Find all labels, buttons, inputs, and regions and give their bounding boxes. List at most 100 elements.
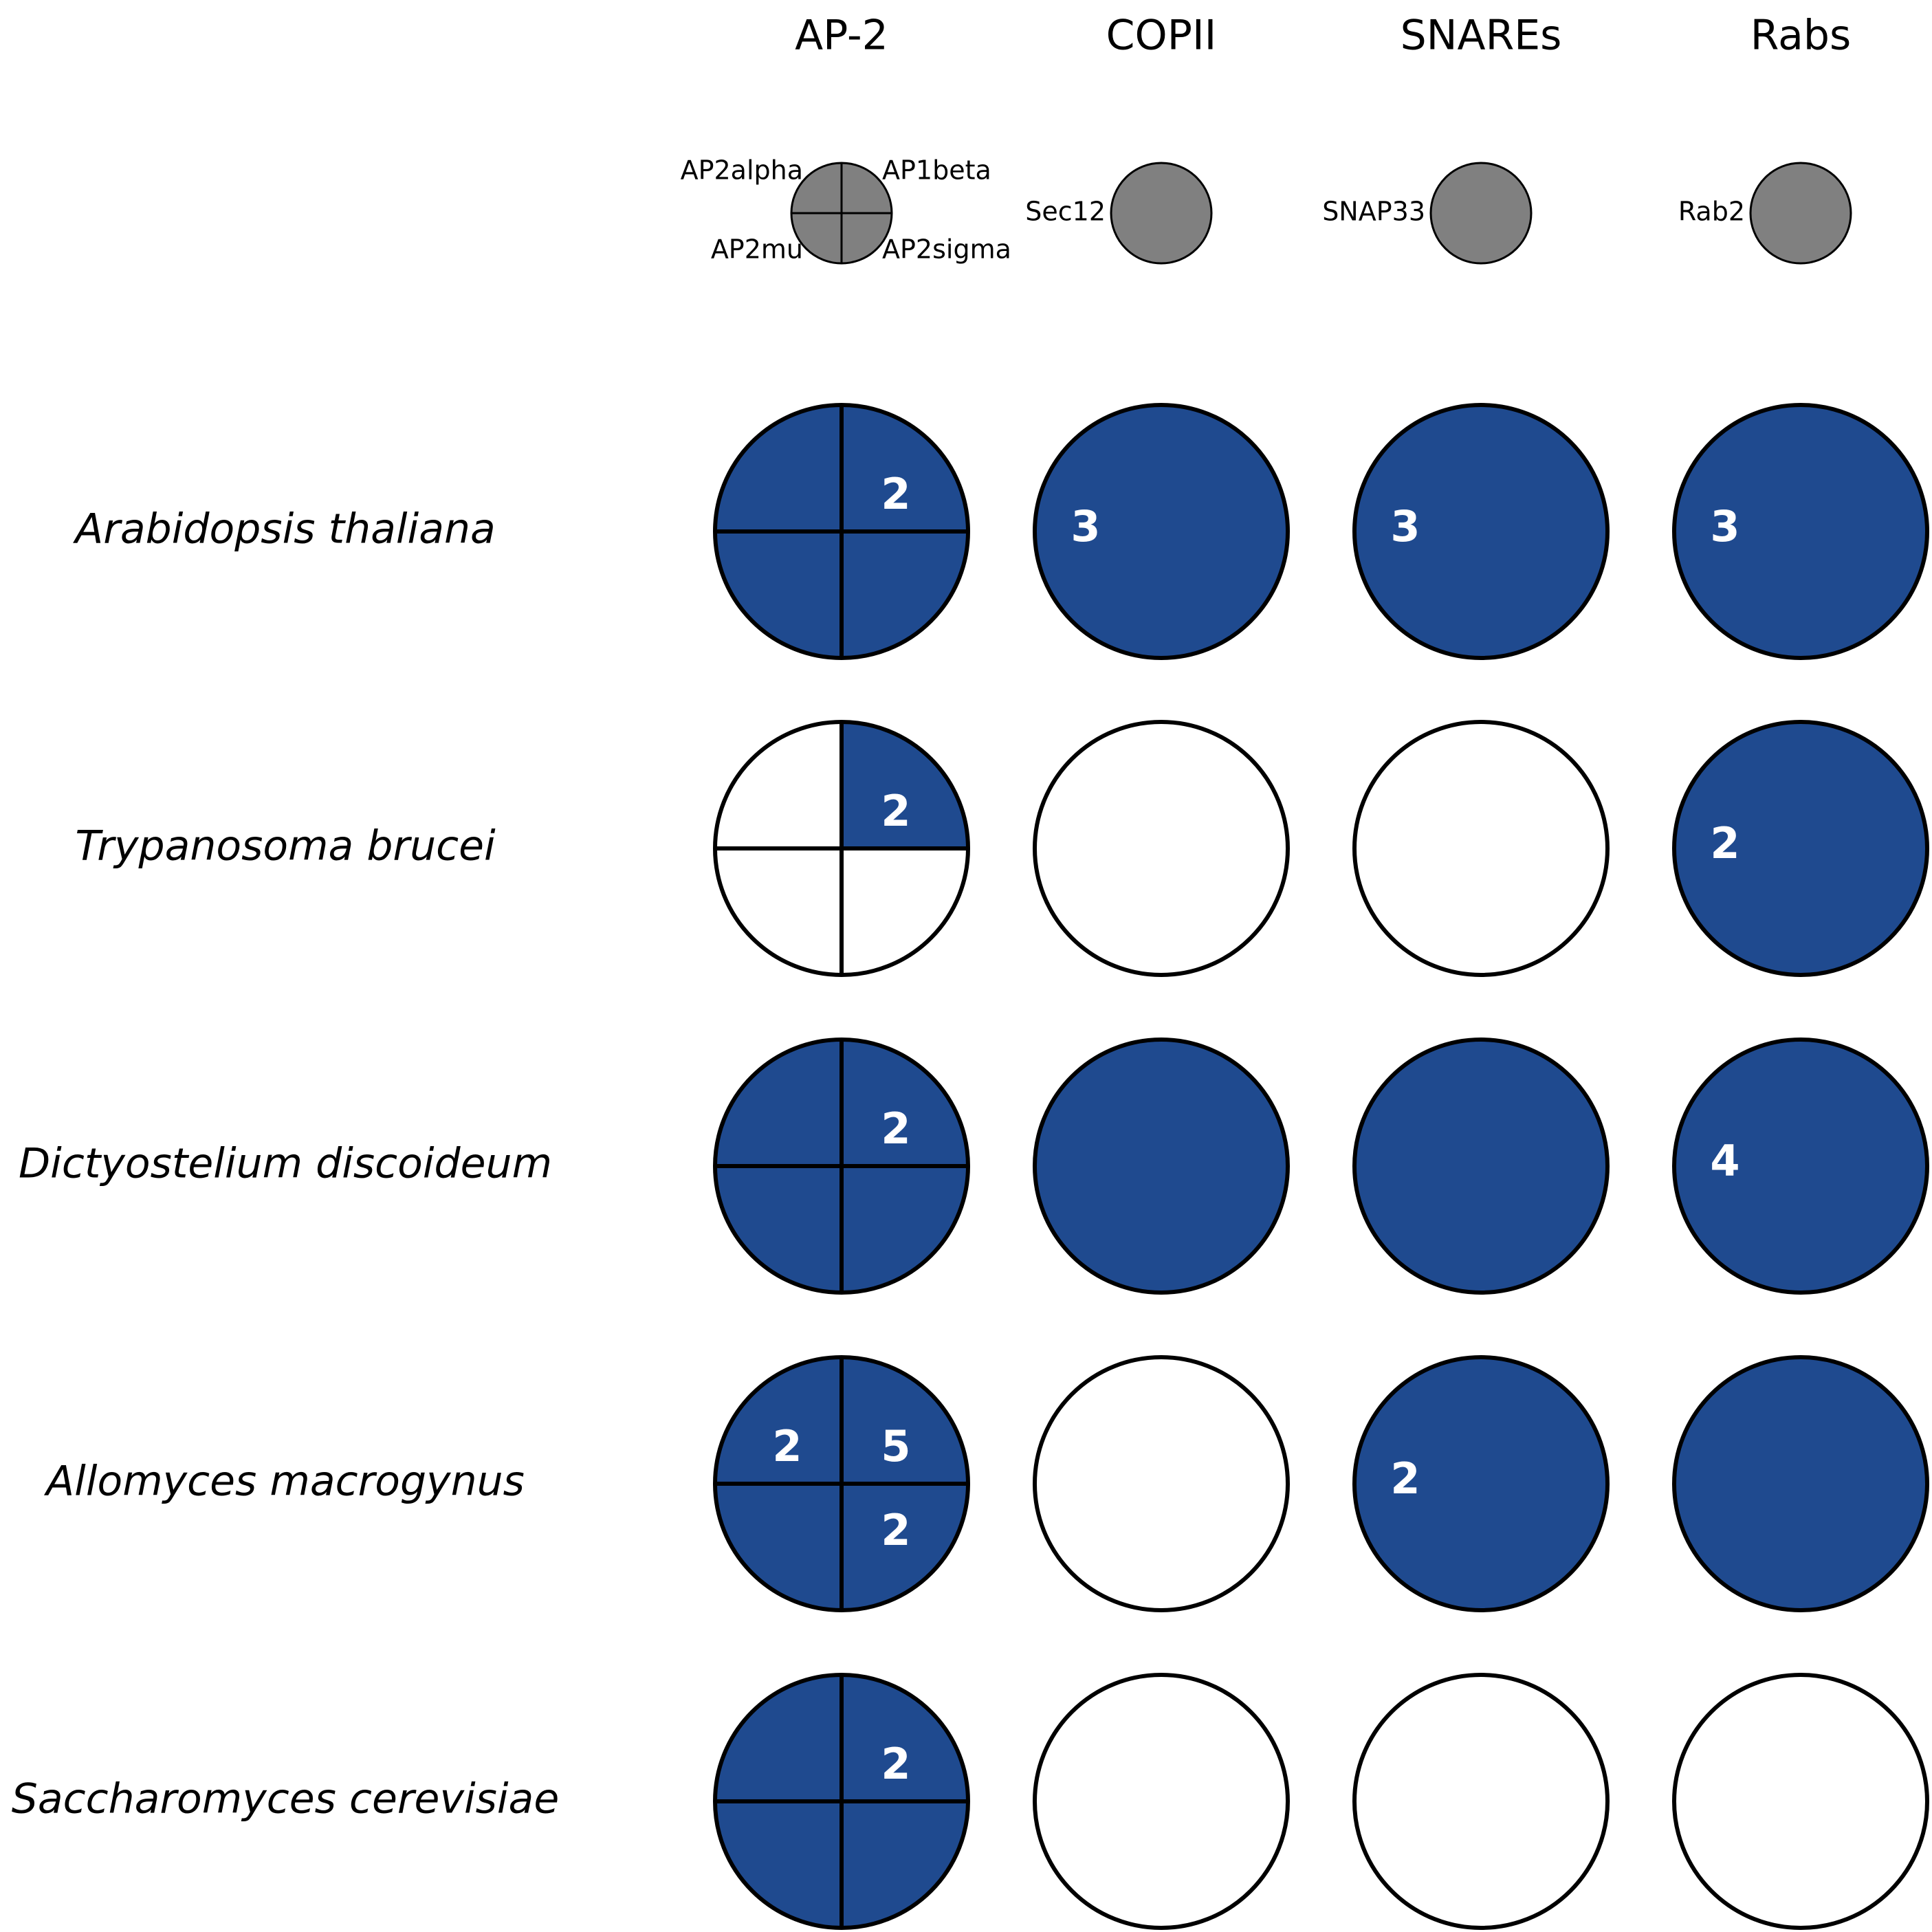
presence-cell bbox=[1672, 1355, 1929, 1612]
subunit-quadrant bbox=[842, 1040, 968, 1166]
subunit-quadrant bbox=[842, 848, 968, 975]
presence-circle bbox=[1672, 403, 1929, 660]
species-label: Trypanosoma brucei bbox=[75, 822, 496, 870]
subunit-quadrant bbox=[715, 1357, 842, 1484]
presence-circle bbox=[1033, 720, 1290, 977]
presence-cell bbox=[1033, 720, 1290, 977]
legend-subunit-label: AP1beta bbox=[882, 155, 991, 186]
column-title-ap-2: AP-2 bbox=[795, 12, 888, 60]
presence-cell bbox=[1352, 1038, 1610, 1295]
species-label: Allomyces macrogynus bbox=[43, 1458, 525, 1506]
subunit-quadrant bbox=[715, 1166, 842, 1293]
legend-label: Rab2 bbox=[1678, 197, 1745, 227]
subunit-quadrant bbox=[715, 405, 842, 531]
paralog-count: 3 bbox=[1071, 501, 1100, 551]
subunit-quadrant bbox=[715, 1801, 842, 1928]
presence-circle bbox=[1352, 1355, 1610, 1612]
species-label: Saccharomyces cerevisiae bbox=[12, 1775, 559, 1823]
presence-circle bbox=[1352, 1673, 1610, 1930]
presence-cell bbox=[1033, 1355, 1290, 1612]
presence-cell: 3 bbox=[1352, 403, 1610, 660]
legend-label: SNAP33 bbox=[1322, 197, 1425, 227]
species-grid: Arabidopsis thaliana 2 3 3 3 Trypanosoma bruc… bbox=[12, 403, 1929, 1930]
presence-cell: 2 bbox=[1672, 720, 1929, 977]
subunit-quadrant bbox=[842, 405, 968, 531]
presence-cell: 2 bbox=[713, 720, 970, 977]
presence-circle bbox=[1033, 1038, 1290, 1295]
presence-cell: 2 bbox=[713, 1038, 970, 1295]
species-row: Arabidopsis thaliana 2 3 3 3 bbox=[72, 403, 1929, 660]
legend-subunit-label: AP2alpha bbox=[681, 155, 803, 186]
paralog-count: 3 bbox=[1390, 501, 1420, 551]
presence-circle bbox=[1672, 720, 1929, 977]
legend-item: SNAP33 bbox=[1322, 162, 1533, 265]
presence-cell bbox=[1672, 1673, 1929, 1930]
subunit-quadrant bbox=[842, 1675, 968, 1801]
legend-item: Rab2 bbox=[1678, 162, 1852, 265]
presence-cell: 2 bbox=[713, 403, 970, 660]
subunit-quadrant bbox=[842, 1801, 968, 1928]
presence-circle bbox=[1033, 1673, 1290, 1930]
paralog-count: 2 bbox=[881, 1505, 910, 1555]
subunit-quadrant bbox=[715, 1675, 842, 1801]
subunit-quadrant bbox=[842, 1357, 968, 1484]
paralog-count: 4 bbox=[1710, 1136, 1739, 1186]
legend-item: AP2alpha AP1beta AP2mu AP2sigma bbox=[681, 155, 1011, 265]
paralog-count: 5 bbox=[881, 1421, 910, 1471]
subunit-quadrant bbox=[842, 1484, 968, 1610]
subunit-quadrant bbox=[715, 1484, 842, 1610]
column-title-copii: COPII bbox=[1106, 12, 1217, 60]
presence-circle bbox=[1672, 1355, 1929, 1612]
presence-cell: 2 bbox=[713, 1673, 970, 1930]
column-title-snares: SNAREs bbox=[1401, 12, 1562, 60]
species-label: Arabidopsis thaliana bbox=[72, 505, 496, 553]
column-headers: AP-2 COPII SNAREs Rabs bbox=[795, 12, 1851, 60]
paralog-count: 3 bbox=[1710, 501, 1739, 551]
legend-subunit-label: AP2mu bbox=[711, 234, 803, 265]
presence-cell: 3 bbox=[1033, 403, 1290, 660]
species-row: Trypanosoma brucei 2 2 bbox=[75, 720, 1929, 977]
paralog-count: 2 bbox=[881, 469, 910, 519]
subunit-quadrant bbox=[715, 1040, 842, 1166]
subunit-quadrant bbox=[842, 1166, 968, 1293]
paralog-count: 2 bbox=[772, 1421, 802, 1471]
presence-cell: 2 5 2 bbox=[713, 1355, 970, 1612]
subunit-quadrant bbox=[715, 722, 842, 848]
species-row: Saccharomyces cerevisiae 2 bbox=[12, 1673, 1929, 1930]
paralog-count: 2 bbox=[881, 786, 910, 836]
species-label: Dictyostelium discoideum bbox=[19, 1140, 552, 1188]
presence-cell: 3 bbox=[1672, 403, 1929, 660]
legend-item: Sec12 bbox=[1025, 162, 1213, 265]
column-title-rabs: Rabs bbox=[1750, 12, 1851, 60]
presence-cell: 2 bbox=[1352, 1355, 1610, 1612]
presence-circle bbox=[1352, 720, 1610, 977]
presence-circle bbox=[1033, 1355, 1290, 1612]
presence-cell: 4 bbox=[1672, 1038, 1929, 1295]
subunit-quadrant bbox=[715, 848, 842, 975]
presence-circle bbox=[1672, 1038, 1929, 1295]
presence-cell bbox=[1352, 1673, 1610, 1930]
presence-circle bbox=[1352, 1038, 1610, 1295]
paralog-count: 2 bbox=[881, 1104, 910, 1154]
presence-circle bbox=[1033, 403, 1290, 660]
legend-circle bbox=[1110, 162, 1213, 265]
presence-cell bbox=[1352, 720, 1610, 977]
presence-cell bbox=[1033, 1673, 1290, 1930]
species-row: Allomyces macrogynus 2 5 2 2 bbox=[43, 1355, 1929, 1612]
legend-label: Sec12 bbox=[1025, 197, 1106, 227]
subunit-quadrant bbox=[842, 531, 968, 658]
legend-circle bbox=[1429, 162, 1533, 265]
paralog-count: 2 bbox=[1390, 1453, 1420, 1504]
species-row: Dictyostelium discoideum 2 4 bbox=[19, 1038, 1929, 1295]
legend-subunit-label: AP2sigma bbox=[882, 234, 1011, 265]
presence-cell bbox=[1033, 1038, 1290, 1295]
legend-row: AP2alpha AP1beta AP2mu AP2sigma Sec12 SNAP33 R… bbox=[681, 155, 1852, 265]
legend-circle bbox=[1749, 162, 1852, 265]
presence-circle bbox=[1352, 403, 1610, 660]
paralog-count: 2 bbox=[1710, 818, 1739, 868]
subunit-quadrant bbox=[715, 531, 842, 658]
paralog-count: 2 bbox=[881, 1739, 910, 1789]
presence-circle bbox=[1672, 1673, 1929, 1930]
subunit-quadrant bbox=[842, 722, 968, 848]
